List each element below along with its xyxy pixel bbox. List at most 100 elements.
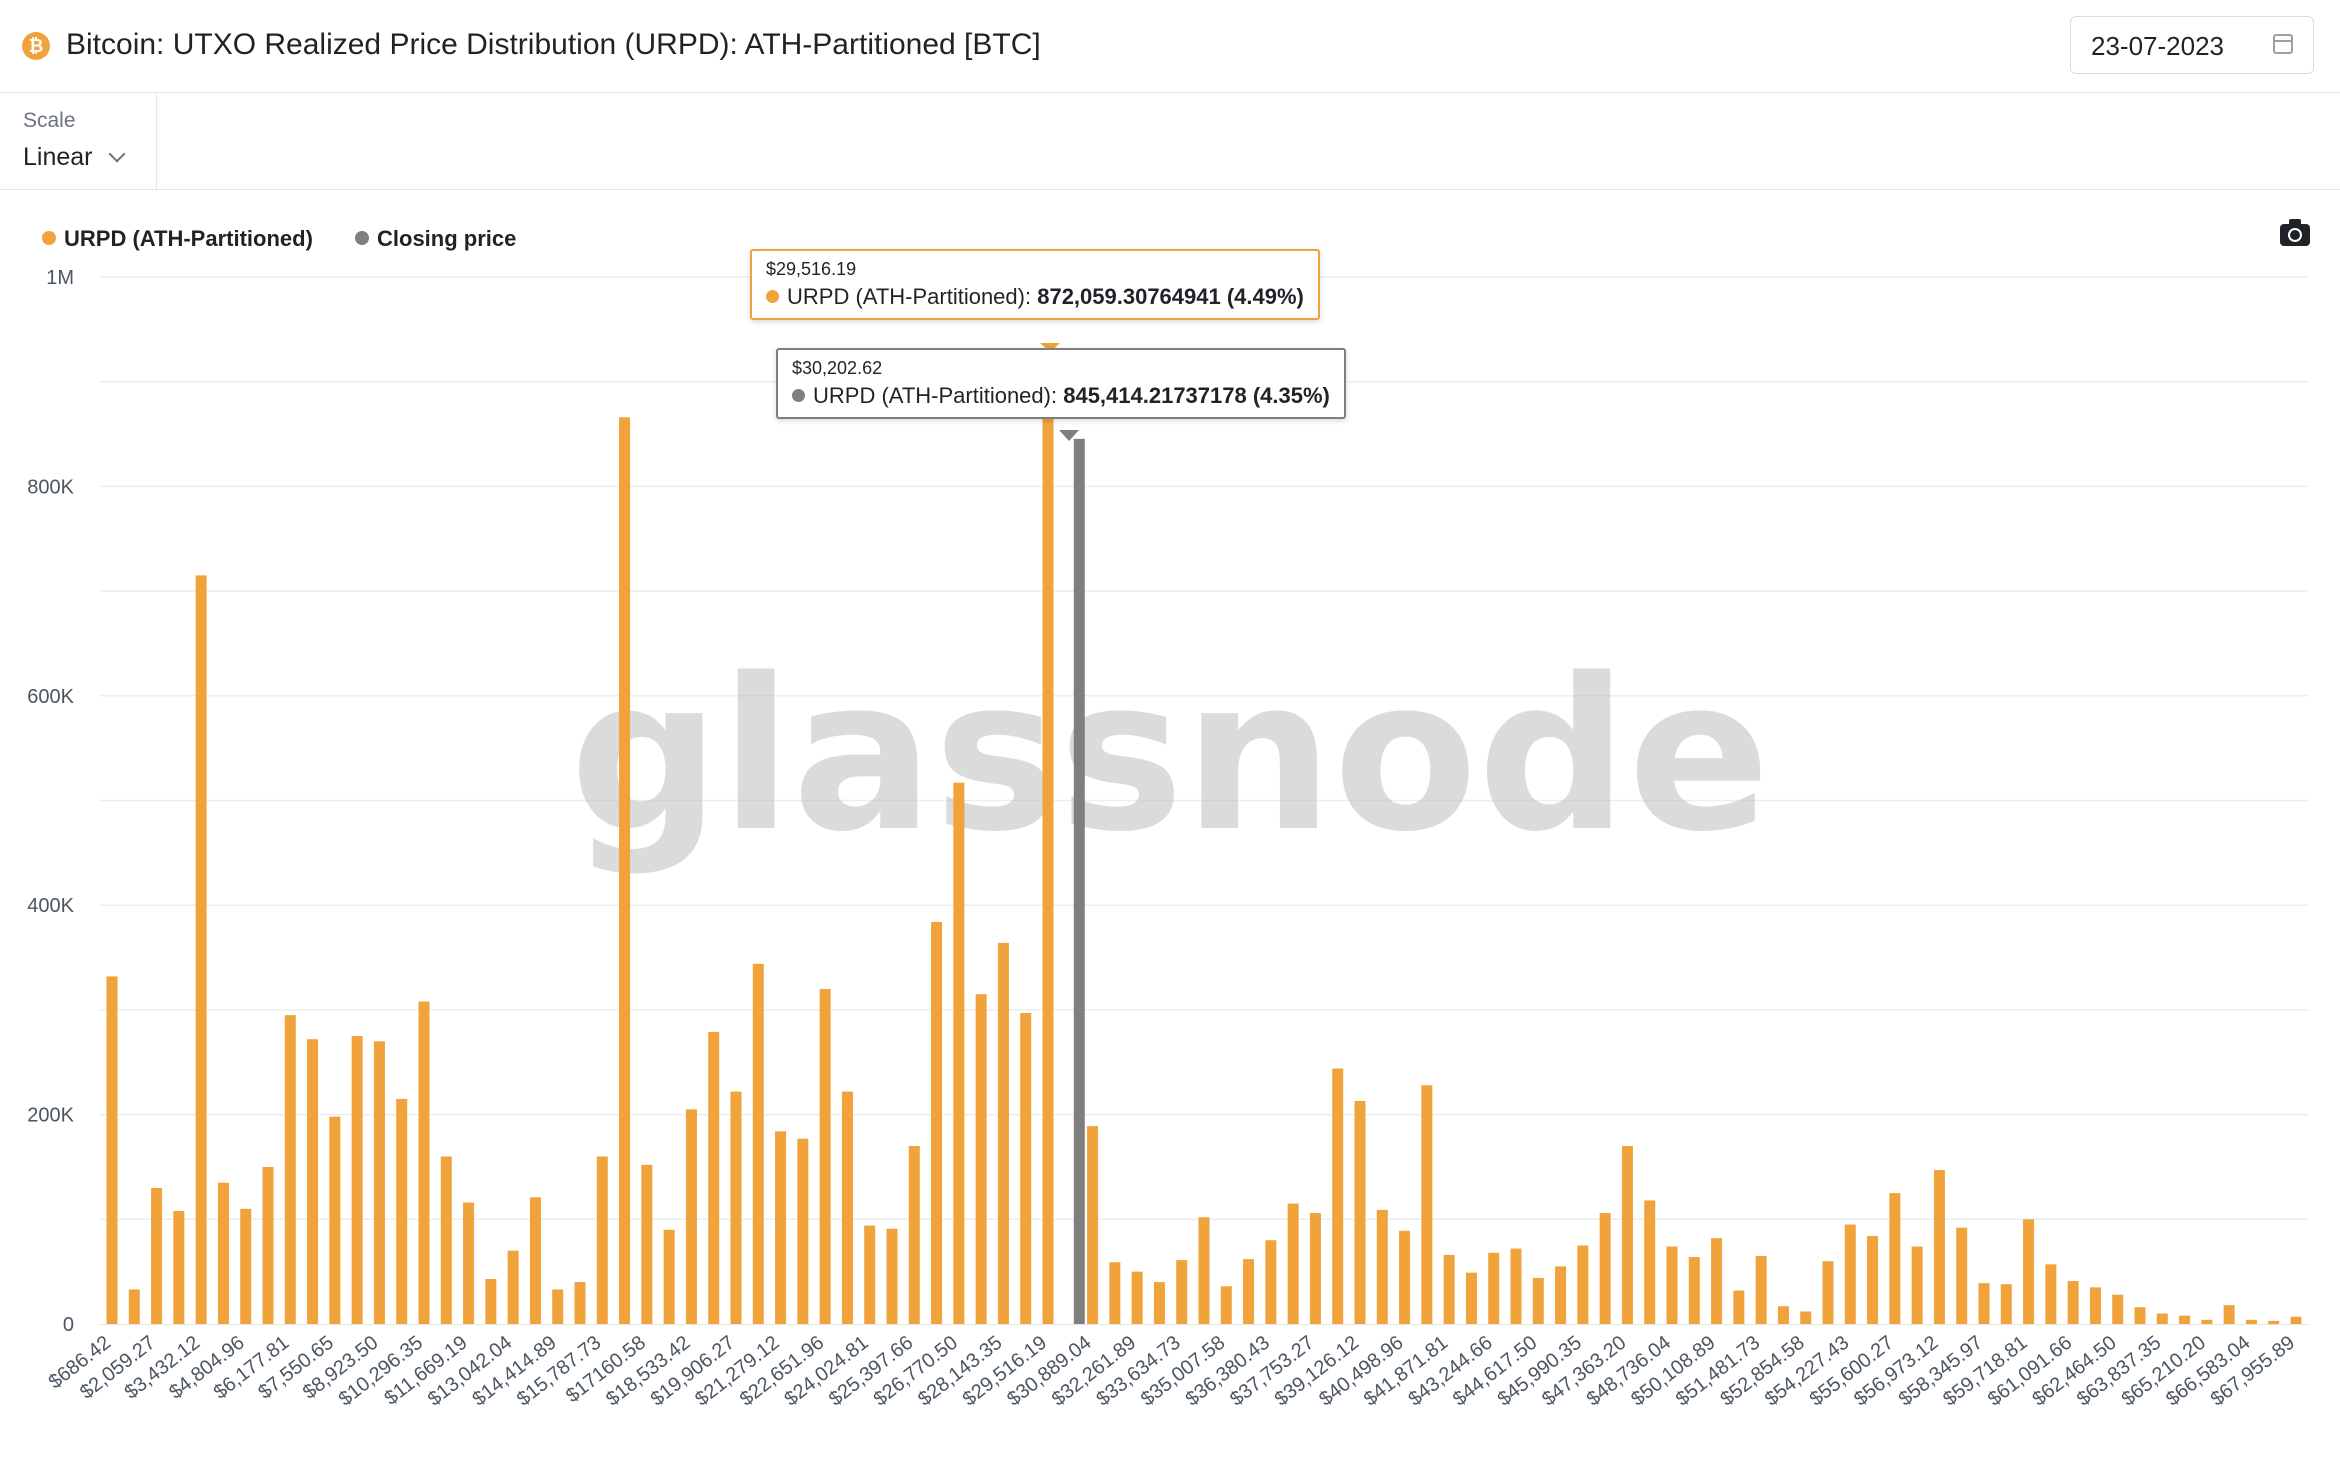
bar [752, 963, 764, 1324]
tooltip-pointer [1040, 343, 1060, 352]
bar [329, 1116, 341, 1324]
bar [2223, 1305, 2235, 1324]
bar [1087, 1126, 1099, 1324]
bar [1510, 1248, 1522, 1324]
bitcoin-icon: ₿ [22, 32, 50, 60]
bar [128, 1289, 140, 1324]
bar [2134, 1307, 2146, 1324]
bar [797, 1138, 809, 1324]
y-tick-label: 1M [46, 267, 74, 289]
y-tick-label: 600K [27, 686, 74, 708]
bar [1131, 1271, 1143, 1324]
bar [2000, 1284, 2012, 1324]
scale-label: Scale [23, 109, 76, 132]
bar [908, 1146, 920, 1324]
scale-select[interactable]: Scale Linear [0, 93, 157, 189]
bar [2201, 1319, 2213, 1324]
bar [1844, 1224, 1856, 1324]
bar [106, 976, 118, 1324]
bar [173, 1210, 185, 1324]
bar [708, 1031, 720, 1324]
y-tick-label: 400K [27, 895, 74, 917]
tooltip-date: $30,202.62 [792, 358, 883, 378]
header: ₿ Bitcoin: UTXO Realized Price Distribut… [0, 0, 2340, 93]
camera-icon[interactable] [2280, 219, 2310, 246]
bar [819, 988, 831, 1324]
bar [663, 1229, 675, 1324]
bar [2290, 1316, 2302, 1324]
bar [1198, 1217, 1210, 1324]
closing-price-bar [1073, 438, 1085, 1324]
bar [1688, 1256, 1700, 1324]
bar [1621, 1146, 1633, 1324]
tooltip-urpd: $29,516.19 URPD (ATH-Partitioned): 872,0… [750, 249, 1320, 320]
scale-value: Linear [23, 143, 93, 171]
bar [240, 1208, 252, 1324]
bar [574, 1282, 586, 1324]
bar [841, 1091, 853, 1324]
bar [931, 921, 943, 1324]
date-value: 23-07-2023 [2091, 31, 2224, 61]
legend-dot-urpd [42, 231, 56, 245]
date-picker[interactable]: 23-07-2023 [2070, 16, 2314, 74]
tooltip-dot [792, 389, 805, 402]
bar [1332, 1068, 1344, 1324]
bar [485, 1278, 497, 1324]
bar [396, 1098, 408, 1324]
bar [1220, 1286, 1232, 1324]
bar [284, 1015, 296, 1324]
bar [1243, 1259, 1255, 1324]
bar [1933, 1170, 1945, 1324]
bar [1911, 1246, 1923, 1324]
bar [151, 1187, 163, 1324]
bar [1755, 1255, 1767, 1324]
bar [1465, 1272, 1477, 1324]
bar [730, 1091, 742, 1324]
tooltip-value: 845,414.21737178 (4.35%) [1063, 383, 1330, 408]
bar [1822, 1261, 1834, 1324]
bar [2268, 1320, 2280, 1324]
bar [195, 575, 207, 1324]
bar [2023, 1219, 2035, 1324]
bar [373, 1041, 385, 1324]
bar [2045, 1264, 2057, 1324]
y-tick-label: 0 [63, 1314, 74, 1336]
calendar-icon [2273, 34, 2293, 54]
bar [953, 782, 965, 1324]
bar [1042, 410, 1054, 1324]
bar [596, 1156, 608, 1324]
bar [1711, 1238, 1723, 1324]
bar [217, 1182, 229, 1324]
y-tick-label: 200K [27, 1105, 74, 1127]
bar [463, 1202, 475, 1324]
bar [1532, 1277, 1544, 1324]
legend-item-closing-price[interactable]: Closing price [355, 226, 516, 252]
bar [440, 1156, 452, 1324]
tooltip-date: $29,516.19 [766, 259, 857, 279]
tooltip-series: URPD (ATH-Partitioned): [813, 383, 1058, 408]
bar [886, 1228, 898, 1324]
bar [997, 942, 1009, 1324]
bar [1309, 1213, 1321, 1324]
bar [1488, 1252, 1500, 1324]
y-tick-label: 800K [27, 476, 74, 498]
bar [2112, 1294, 2124, 1324]
tooltip-value: 872,059.30764941 (4.49%) [1037, 284, 1304, 309]
bar [2067, 1281, 2079, 1324]
bar [351, 1036, 363, 1324]
bar [1443, 1254, 1455, 1324]
bar [1421, 1085, 1433, 1324]
bar [1666, 1246, 1678, 1324]
controls-bar: Scale Linear [0, 93, 2340, 190]
bar [1978, 1283, 1990, 1324]
bar [307, 1039, 319, 1324]
bar [2245, 1319, 2257, 1324]
bar [262, 1166, 274, 1324]
watermark: glassnode [570, 633, 1771, 878]
bar [1354, 1100, 1366, 1324]
legend-item-urpd[interactable]: URPD (ATH-Partitioned) [42, 226, 313, 252]
bar [975, 994, 987, 1324]
tooltip-series: URPD (ATH-Partitioned): [787, 284, 1032, 309]
bar [1176, 1260, 1188, 1324]
